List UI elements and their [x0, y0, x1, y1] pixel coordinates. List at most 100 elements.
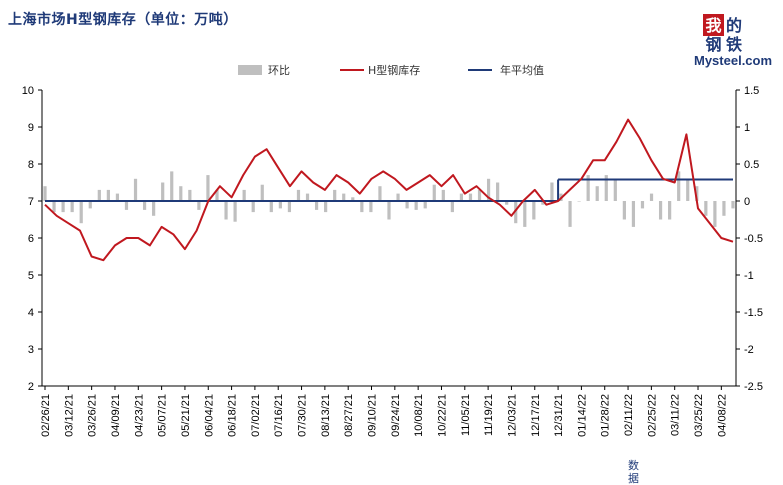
bar-mark: [43, 186, 46, 201]
x-tick-label: 04/08/22: [716, 394, 728, 437]
x-tick-label: 04/09/21: [110, 394, 122, 437]
left-tick-label: 6: [28, 233, 34, 245]
bar-mark: [71, 201, 74, 212]
bar-mark: [161, 183, 164, 202]
bar-mark: [568, 201, 571, 227]
bar-mark: [315, 201, 318, 210]
x-tick-label: 11/05/21: [460, 394, 472, 436]
x-tick-label: 12/03/21: [506, 394, 518, 437]
x-tick-label: 08/27/21: [343, 394, 355, 437]
bar-mark: [451, 201, 454, 212]
bar-mark: [623, 201, 626, 220]
x-tick-label: 02/25/22: [646, 394, 658, 437]
right-tick-label: -0.5: [744, 233, 763, 245]
bar-mark: [224, 201, 227, 220]
bar-mark: [197, 201, 200, 210]
bar-mark: [243, 190, 246, 201]
x-tick-label: 08/13/21: [320, 394, 332, 437]
bar-mark: [641, 201, 644, 208]
bar-mark: [523, 201, 526, 227]
bar-mark: [152, 201, 155, 216]
bar-mark: [704, 201, 707, 216]
bar-mark: [469, 194, 472, 201]
bar-mark: [324, 201, 327, 212]
x-tick-label: 07/02/21: [250, 394, 262, 437]
legend-label-bar: 环比: [268, 64, 290, 77]
x-tick-label: 11/19/21: [483, 394, 495, 436]
bar-mark: [62, 201, 65, 212]
bar-mark: [342, 194, 345, 201]
x-tick-label: 09/24/21: [390, 394, 402, 437]
right-tick-label: 0.5: [744, 159, 759, 171]
x-tick-label: 12/31/21: [553, 394, 565, 437]
x-tick-label: 05/21/21: [180, 394, 192, 437]
bar-mark: [170, 171, 173, 201]
x-tick-label: 10/08/21: [413, 394, 425, 437]
right-tick-label: 0: [744, 196, 750, 208]
bar-mark: [98, 190, 101, 201]
left-tick-label: 7: [28, 196, 34, 208]
x-tick-label: 07/30/21: [297, 394, 309, 437]
bar-mark: [722, 201, 725, 216]
x-tick-label: 02/11/22: [623, 394, 635, 436]
bar-mark: [80, 201, 83, 223]
bar-mark: [134, 179, 137, 201]
x-tick-label: 02/26/21: [40, 394, 52, 437]
plot-area: 2345678910-2.5-2-1.5-1-0.500.511.502/26/…: [22, 63, 763, 437]
bar-mark: [206, 175, 209, 201]
bar-mark: [433, 185, 436, 201]
bar-mark: [460, 194, 463, 201]
inventory-line: [45, 120, 733, 261]
bar-mark: [378, 186, 381, 201]
bar-mark: [596, 186, 599, 201]
x-tick-label: 03/11/22: [670, 394, 682, 436]
x-tick-label: 06/04/21: [203, 394, 215, 437]
legend-swatch-bar: [238, 65, 262, 75]
x-tick-label: 07/16/21: [273, 394, 285, 437]
bar-mark: [713, 201, 716, 227]
bar-mark: [387, 201, 390, 220]
bar-mark: [369, 201, 372, 212]
bar-mark: [179, 186, 182, 201]
bar-mark: [360, 201, 363, 212]
bar-mark: [116, 194, 119, 201]
bar-mark: [297, 190, 300, 201]
bar-mark: [406, 201, 409, 208]
x-tick-label: 04/23/21: [133, 394, 145, 437]
bar-mark: [52, 201, 55, 212]
bar-mark: [614, 179, 617, 201]
right-tick-label: -2: [744, 344, 754, 356]
bar-mark: [89, 201, 92, 208]
right-tick-label: 1: [744, 122, 750, 134]
bar-mark: [188, 190, 191, 201]
x-tick-label: 01/14/22: [576, 394, 588, 437]
bar-mark: [731, 201, 734, 208]
left-tick-label: 3: [28, 344, 34, 356]
bar-mark: [252, 201, 255, 212]
x-tick-label: 01/28/22: [600, 394, 612, 437]
left-tick-label: 2: [28, 381, 34, 393]
bar-mark: [550, 183, 553, 202]
x-tick-label: 06/18/21: [227, 394, 239, 437]
bar-mark: [396, 194, 399, 201]
bar-mark: [668, 201, 671, 220]
bar-mark: [306, 194, 309, 201]
left-tick-label: 5: [28, 270, 34, 282]
left-tick-label: 9: [28, 122, 34, 134]
bar-mark: [415, 201, 418, 210]
right-tick-label: -2.5: [744, 381, 763, 393]
bar-mark: [442, 190, 445, 201]
bar-mark: [333, 190, 336, 201]
x-tick-label: 03/26/21: [87, 394, 99, 437]
bar-mark: [424, 201, 427, 208]
x-tick-label: 10/22/21: [436, 394, 448, 437]
source-note: 数据: [628, 459, 642, 485]
left-tick-label: 10: [22, 85, 34, 97]
right-tick-label: 1.5: [744, 85, 759, 97]
x-tick-label: 03/25/22: [693, 394, 705, 437]
legend-label-average: 年平均值: [500, 63, 544, 77]
bar-mark: [234, 201, 237, 222]
bar-mark: [632, 201, 635, 227]
legend-label-inventory: H型钢库存: [368, 63, 420, 77]
